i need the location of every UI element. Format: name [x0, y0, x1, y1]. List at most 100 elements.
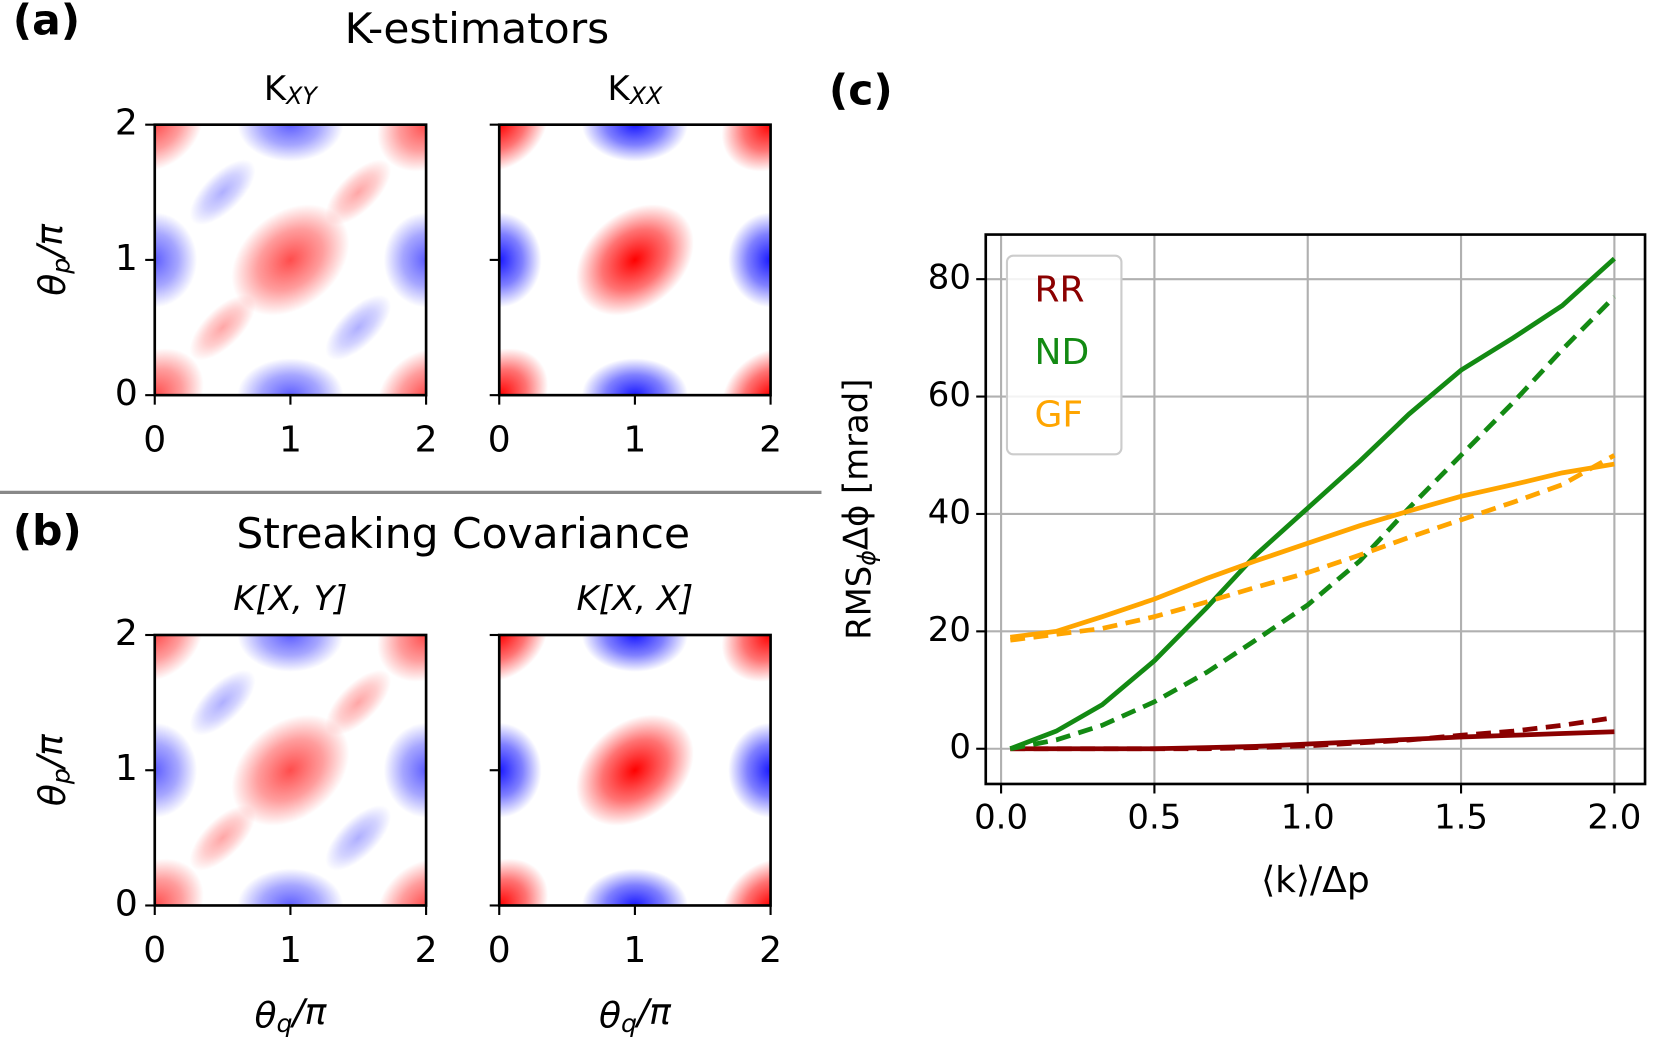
x-axis-label: θq/π: [599, 992, 672, 1038]
y-tick-label: 20: [928, 610, 971, 649]
heatmap-blob: [237, 124, 344, 162]
heatmap-blob: [499, 858, 549, 906]
heatmap-blob: [231, 714, 350, 826]
series-line-dashed: [1009, 295, 1617, 752]
heatmap-blob: [154, 124, 204, 172]
heatmap-blob: [383, 212, 427, 308]
heatmap-blob: [581, 868, 688, 906]
x-axis-label-base: θ: [254, 996, 276, 1037]
heatmap-blob: [154, 634, 204, 682]
panel-label: (c): [829, 66, 893, 115]
y-tick-label: 1: [115, 748, 138, 789]
map-title-sub: XY: [284, 81, 318, 109]
heatmap-blob: [499, 722, 542, 818]
y-axis-label: θp/π: [30, 733, 76, 806]
y-axis-label-rest: /π: [30, 733, 71, 771]
series-line: [1009, 461, 1615, 640]
y-axis-label-sub: ϕ: [852, 550, 880, 566]
y-axis-label-rest: Δϕ [mrad]: [836, 379, 875, 551]
x-axis-label: ⟨k⟩/Δp: [1261, 860, 1370, 901]
map-title: K[X, X]: [577, 579, 694, 618]
map-title: KXY: [264, 68, 319, 109]
x-tick-label: 2: [415, 420, 438, 461]
x-tick-label: 0.0: [974, 797, 1028, 836]
x-tick-label: 1: [279, 930, 302, 971]
y-axis-label-base: RMS: [839, 566, 878, 640]
x-axis-label-rest: /π: [290, 992, 328, 1033]
y-tick-label: 80: [928, 258, 971, 297]
heatmap-blob: [499, 124, 549, 172]
x-tick-label: 0.5: [1127, 797, 1181, 836]
map-title: K[X, Y]: [233, 579, 347, 618]
y-axis-label-base: θ: [33, 784, 74, 806]
map-title-sub: XX: [628, 81, 663, 109]
x-tick-label: 0: [143, 420, 166, 461]
heatmap-blob: [728, 212, 771, 308]
map-title-main: K: [608, 68, 631, 107]
heatmap-blob: [189, 294, 256, 361]
y-axis-label: θp/π: [30, 223, 76, 296]
heatmap-blob: [189, 805, 256, 871]
heatmap: [499, 124, 771, 396]
x-tick-label: 2.0: [1587, 797, 1641, 836]
heatmap-blob: [721, 348, 771, 396]
series-line: [1009, 256, 1616, 751]
y-tick-label: 2: [115, 613, 138, 654]
heatmap-blob: [189, 159, 256, 226]
heatmap: [499, 634, 771, 906]
x-tick-label: 0: [488, 420, 511, 461]
heatmap-blob: [721, 124, 771, 172]
x-tick-label: 1: [279, 420, 302, 461]
heatmap-blob: [728, 722, 771, 818]
panel-title: K-estimators: [345, 4, 610, 53]
y-axis-label-base: θ: [33, 274, 74, 296]
heatmap-blob: [154, 858, 204, 906]
legend-entry: GF: [1035, 394, 1084, 435]
y-axis-label-sub: p: [47, 768, 76, 785]
x-tick-label: 1.0: [1281, 797, 1335, 836]
heatmap-blob: [189, 669, 256, 736]
x-tick-label: 0: [488, 930, 511, 971]
heatmap-blob: [499, 348, 549, 396]
heatmap-blob: [325, 294, 392, 361]
heatmap-blob: [581, 124, 688, 162]
heatmap-blob: [581, 358, 688, 396]
heatmap-blob: [499, 634, 549, 682]
y-axis-label: RMSϕΔϕ [mrad]: [836, 379, 880, 640]
heatmap-blob: [377, 348, 427, 396]
heatmap: [154, 634, 427, 906]
heatmap-blob: [721, 634, 771, 682]
heatmap-blob: [575, 714, 694, 826]
heatmap-blob: [154, 722, 198, 818]
heatmap-blob: [325, 159, 392, 226]
heatmap-blob: [237, 634, 344, 672]
legend-box: [1005, 254, 1123, 456]
map-title-main: K[X, Y]: [233, 579, 347, 618]
heatmap-blob: [721, 858, 771, 906]
heatmap-blob: [325, 805, 392, 871]
heatmap-blob: [377, 634, 427, 682]
x-tick-label: 1: [623, 420, 646, 461]
panel-label: (b): [13, 506, 82, 555]
map-title-main: K: [264, 68, 287, 107]
plot-frame: [984, 233, 1647, 786]
map-title-main: K[X, X]: [577, 579, 694, 618]
heatmap: [154, 124, 427, 396]
y-tick-label: 60: [928, 375, 971, 414]
y-axis-label-rest: /π: [30, 223, 71, 261]
heatmap-blob: [237, 358, 344, 396]
map-title: KXX: [608, 68, 664, 109]
heatmap-blob: [325, 669, 392, 736]
x-tick-label: 0: [143, 930, 166, 971]
x-axis-label-sub: q: [277, 1009, 293, 1038]
legend-entry: ND: [1035, 332, 1090, 373]
heatmap-blob: [154, 348, 204, 396]
heatmap-blob: [154, 212, 198, 308]
y-tick-label: 0: [115, 373, 138, 414]
series-line: [1010, 729, 1615, 752]
y-tick-label: 1: [115, 238, 138, 279]
y-tick-label: 40: [928, 492, 971, 531]
heatmap-blob: [575, 204, 694, 316]
x-tick-label: 2: [759, 930, 782, 971]
